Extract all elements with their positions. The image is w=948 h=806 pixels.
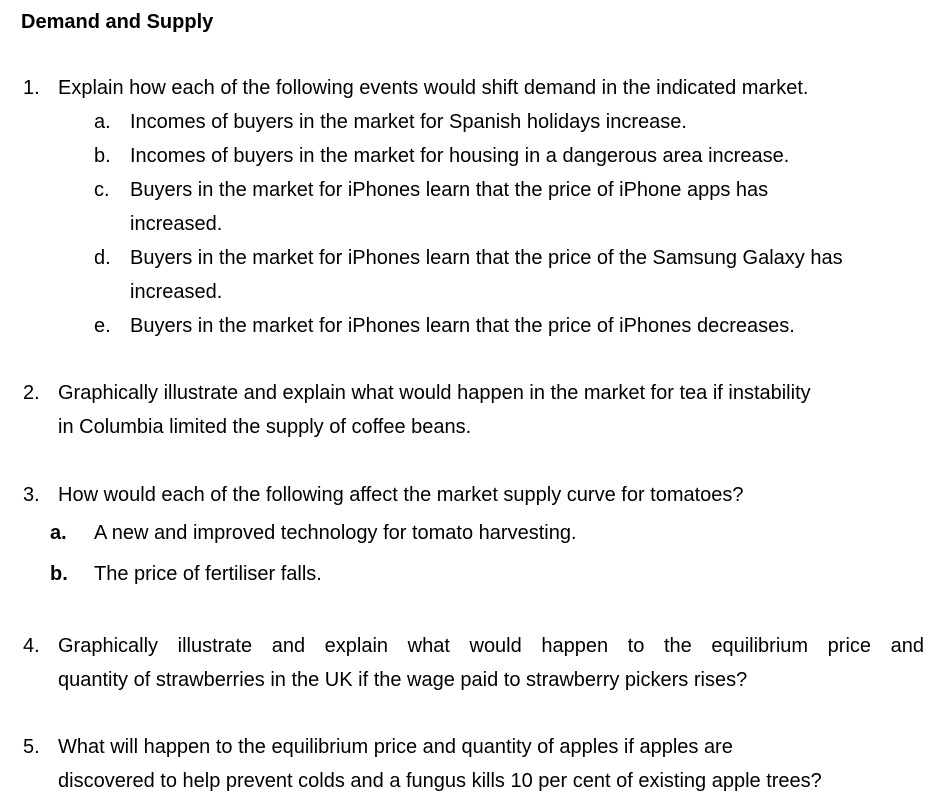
- q4-number: 4.: [23, 635, 40, 657]
- q1-item-b-marker: b.: [94, 145, 111, 167]
- q1-item-c-marker: c.: [94, 179, 110, 201]
- q1-text: Explain how each of the following events…: [58, 77, 809, 99]
- q5-number: 5.: [23, 736, 40, 758]
- q3-item-a-marker: a.: [50, 522, 67, 544]
- q4-text-line2: quantity of strawberries in the UK if th…: [58, 669, 748, 691]
- q1-item-c-text-line2: increased.: [130, 213, 223, 235]
- q3-item-b-marker: b.: [50, 563, 68, 585]
- q4-text-line1: Graphically illustrate and explain what …: [58, 635, 924, 657]
- q3-number: 3.: [23, 484, 40, 506]
- q1-item-a-text: Incomes of buyers in the market for Span…: [130, 111, 687, 133]
- q1-item-a-marker: a.: [94, 111, 111, 133]
- q2-number: 2.: [23, 382, 40, 404]
- q5-text-line2: discovered to help prevent colds and a f…: [58, 770, 822, 792]
- q1-item-d-marker: d.: [94, 247, 111, 269]
- q2-text-line1: Graphically illustrate and explain what …: [58, 382, 811, 404]
- q3-item-b-text: The price of fertiliser falls.: [94, 563, 322, 585]
- q1-item-d-text-line2: increased.: [130, 281, 223, 303]
- q1-item-e-text: Buyers in the market for iPhones learn t…: [130, 315, 795, 337]
- q3-item-a-text: A new and improved technology for tomato…: [94, 522, 577, 544]
- q1-number: 1.: [23, 77, 40, 99]
- q1-item-d-text-line1: Buyers in the market for iPhones learn t…: [130, 247, 843, 269]
- q1-item-b-text: Incomes of buyers in the market for hous…: [130, 145, 790, 167]
- q3-text: How would each of the following affect t…: [58, 484, 744, 506]
- q1-item-e-marker: e.: [94, 315, 111, 337]
- q2-text-line2: in Columbia limited the supply of coffee…: [58, 416, 472, 438]
- q1-item-c-text-line1: Buyers in the market for iPhones learn t…: [130, 179, 769, 201]
- page-title: Demand and Supply: [21, 11, 214, 33]
- q5-text-line1: What will happen to the equilibrium pric…: [58, 736, 733, 758]
